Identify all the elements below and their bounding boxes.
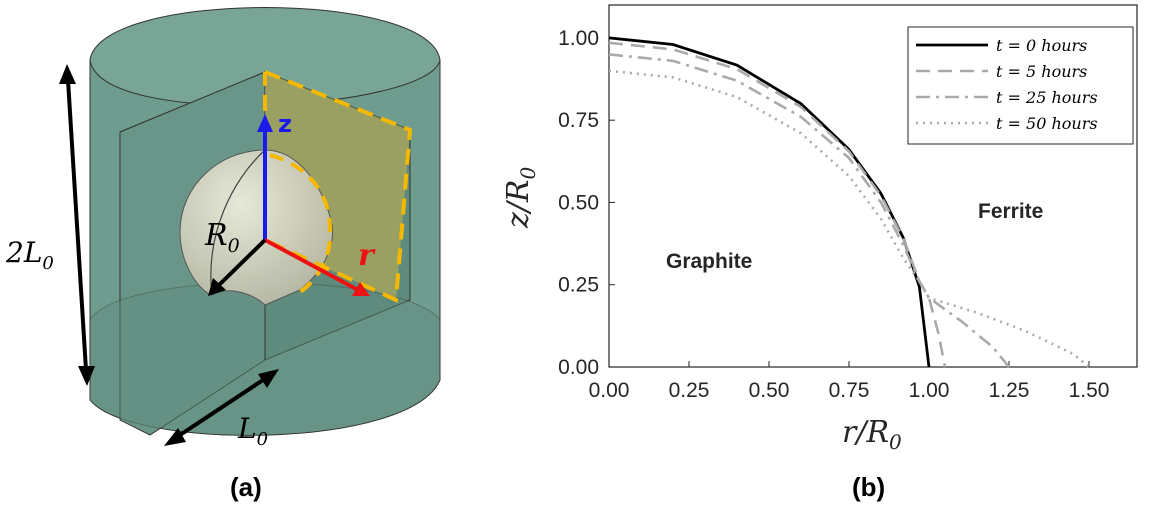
- height-arrow: [66, 79, 88, 371]
- y-axis-label: z/R0: [501, 166, 540, 229]
- x-tick-label: 0.50: [749, 379, 790, 402]
- x-tick-label: 1.25: [989, 379, 1030, 402]
- height-label: 2L0: [5, 236, 54, 274]
- caption-b: (b): [852, 472, 885, 502]
- x-tick-label: 1.50: [1069, 379, 1110, 402]
- base-radius-label: L0: [237, 412, 268, 450]
- cylinder-top: [89, 7, 441, 106]
- data-series: [608, 36, 1090, 369]
- radius-arrow: [216, 238, 267, 288]
- x-tick-label: 0.25: [669, 379, 710, 402]
- legend-entry: t = 50 hours: [996, 114, 1098, 133]
- y-tick-label: 0.75: [558, 109, 599, 132]
- y-tick-label: 0.00: [558, 356, 599, 379]
- series-line-2: [608, 53, 1011, 368]
- x-tick-label: 0.00: [589, 379, 630, 402]
- base-radius-arrow: [175, 376, 268, 439]
- legend: t = 0 hours t = 5 hours t = 25 hours t = 50…: [907, 26, 1134, 145]
- panel-a-schematic: z r R0 2L0 L0 (a): [0, 0, 470, 506]
- region-label-graphite: Graphite: [666, 250, 752, 273]
- sphere-section-dashed: [269, 153, 333, 294]
- r-axis: [264, 238, 359, 292]
- legend-entry: t = 0 hours: [996, 36, 1087, 55]
- x-axis-label: r/R0: [842, 415, 902, 454]
- region-label-ferrite: Ferrite: [978, 200, 1043, 223]
- y-tick-label: 0.50: [558, 191, 599, 214]
- panel-b-chart: 0.00 0.25 0.50 0.75 1.00 1.25 1.50 0.00 0.25 0.50…: [470, 0, 1155, 506]
- y-tick-label: 1.00: [558, 27, 599, 50]
- legend-entry: t = 25 hours: [996, 88, 1098, 107]
- series-line-1: [608, 41, 947, 368]
- legend-entry: t = 5 hours: [996, 62, 1087, 81]
- axis-ticks: 0.00 0.25 0.50 0.75 1.00 1.25 1.50 0.00 0.25 0.50…: [558, 27, 1109, 402]
- radius-label: R0: [204, 218, 240, 257]
- x-tick-label: 1.00: [909, 379, 950, 402]
- x-tick-label: 0.75: [829, 379, 870, 402]
- r-axis-label: r: [358, 238, 376, 273]
- schematic-svg: z r R0 2L0 L0 (a): [5, 7, 441, 502]
- y-tick-label: 0.25: [558, 274, 599, 297]
- caption-a: (a): [230, 472, 262, 502]
- interface-profile-chart: 0.00 0.25 0.50 0.75 1.00 1.25 1.50 0.00 0.25 0.50…: [501, 4, 1138, 502]
- legend-box: [907, 26, 1134, 145]
- z-axis-label: z: [278, 110, 292, 138]
